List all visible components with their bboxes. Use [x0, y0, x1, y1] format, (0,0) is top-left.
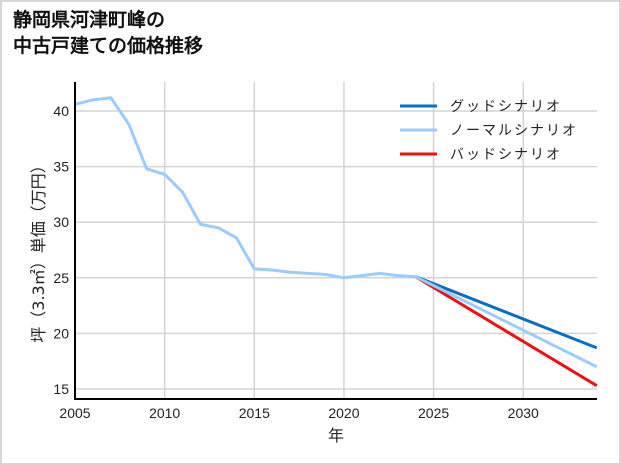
x-tick-label: 2010	[149, 405, 180, 421]
x-tick-labels: 2005 2010 2015 2020 2025 2030	[59, 405, 539, 421]
y-tick-labels: 15 20 25 30 35 40	[53, 103, 69, 397]
chart-title-line1: 静岡県河津町峰の	[13, 9, 166, 31]
y-tick-label: 40	[53, 103, 69, 119]
series-normal-line	[74, 96, 598, 369]
x-tick-label: 2005	[59, 405, 90, 421]
y-tick-label: 35	[53, 159, 69, 175]
legend-label-bad: バッドシナリオ	[450, 147, 562, 163]
y-axis-label: 坪（3.3㎡）単価（万円）	[29, 157, 48, 342]
x-tick-label: 2020	[328, 405, 359, 421]
x-tick-label: 2030	[508, 405, 539, 421]
chart-title-line2: 中古戸建ての価格推移	[13, 35, 204, 57]
legend: グッドシナリオ ノーマルシナリオ バッドシナリオ	[400, 99, 578, 163]
legend-label-good: グッドシナリオ	[450, 99, 562, 115]
legend-item-bad: バッドシナリオ	[400, 147, 562, 163]
x-tick-label: 2025	[418, 405, 449, 421]
legend-item-normal: ノーマルシナリオ	[400, 123, 578, 139]
legend-label-normal: ノーマルシナリオ	[450, 123, 578, 139]
y-tick-label: 15	[53, 381, 69, 397]
x-tick-label: 2015	[239, 405, 270, 421]
series-bad-line	[414, 275, 598, 387]
legend-item-good: グッドシナリオ	[400, 99, 562, 115]
y-tick-label: 30	[53, 214, 69, 230]
grid-lines	[75, 82, 597, 399]
x-axis-label: 年	[328, 426, 344, 445]
chart-title: 静岡県河津町峰の 中古戸建ての価格推移	[13, 7, 203, 59]
axes	[74, 82, 597, 400]
y-tick-label: 25	[53, 270, 69, 286]
series-lines	[74, 96, 598, 387]
y-tick-label: 20	[53, 325, 69, 341]
series-good-line	[415, 275, 598, 350]
